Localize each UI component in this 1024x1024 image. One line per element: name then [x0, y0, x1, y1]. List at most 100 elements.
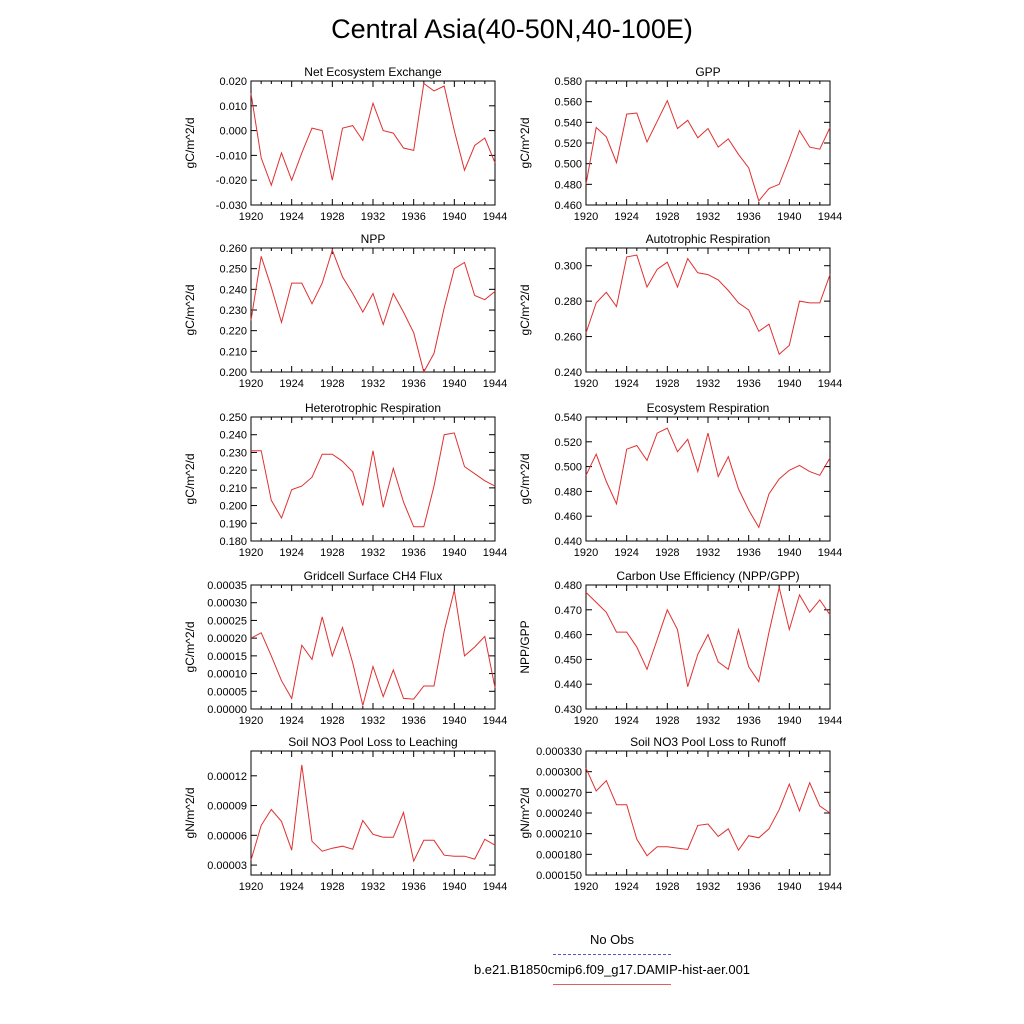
y-tick-label: 0.460 — [554, 630, 582, 642]
y-axis-label: gC/m^2/d — [518, 285, 532, 336]
y-tick-label: 0.00025 — [207, 615, 247, 627]
legend-obs-swatch — [553, 954, 671, 955]
panel-title: Heterotrophic Respiration — [305, 401, 441, 415]
x-tick-label: 1944 — [818, 211, 842, 223]
series-line — [585, 254, 831, 356]
y-tick-label: 0.260 — [554, 332, 582, 344]
x-tick-label: 1936 — [401, 881, 425, 893]
series-line — [250, 248, 496, 374]
x-tick-label: 1936 — [401, 211, 425, 223]
y-tick-label: 0.540 — [554, 412, 582, 424]
panel-4: Autotrophic Respiration gC/m^2/d 1920 1924 1… — [518, 232, 842, 390]
x-tick-label: 1944 — [483, 881, 507, 893]
panel-title: Soil NO3 Pool Loss to Leaching — [288, 735, 457, 749]
x-tick-label: 1920 — [574, 547, 598, 559]
y-tick-label: 0.020 — [219, 76, 247, 88]
y-tick-label: 0.210 — [219, 483, 247, 495]
x-tick-label: 1928 — [655, 211, 679, 223]
x-tick-label: 1940 — [777, 715, 801, 727]
panel-title: GPP — [695, 65, 720, 79]
y-tick-label: 0.280 — [554, 296, 582, 308]
x-tick-label: 1944 — [818, 715, 842, 727]
y-axis-label: gN/m^2/d — [518, 788, 532, 839]
y-tick-label: 0.00030 — [207, 598, 247, 610]
x-tick-label: 1932 — [361, 881, 385, 893]
x-tick-label: 1940 — [777, 881, 801, 893]
x-tick-label: 1940 — [442, 211, 466, 223]
x-tick-label: 1928 — [320, 881, 344, 893]
x-tick-label: 1920 — [574, 715, 598, 727]
x-tick-label: 1944 — [483, 547, 507, 559]
x-tick-label: 1920 — [239, 378, 263, 390]
y-tick-label: 0.000300 — [536, 767, 582, 779]
y-tick-label: 0.200 — [219, 367, 247, 379]
y-tick-label: 0.00006 — [207, 830, 247, 842]
y-tick-label: 0.000240 — [536, 808, 582, 820]
y-tick-label: 0.500 — [554, 462, 582, 474]
y-tick-label: 0.00020 — [207, 633, 247, 645]
panel-title: Ecosystem Respiration — [647, 401, 770, 415]
y-tick-label: 0.000 — [219, 126, 247, 138]
x-tick-label: 1924 — [279, 715, 303, 727]
legend-obs-label: No Obs — [589, 932, 635, 947]
x-tick-label: 1924 — [279, 547, 303, 559]
x-tick-label: 1944 — [818, 378, 842, 390]
y-axis-label: gC/m^2/d — [518, 118, 532, 169]
x-tick-label: 1928 — [655, 881, 679, 893]
y-tick-label: 0.010 — [219, 101, 247, 113]
series-line — [585, 587, 831, 687]
x-tick-label: 1932 — [696, 881, 720, 893]
x-tick-label: 1920 — [239, 881, 263, 893]
y-tick-label: 0.540 — [554, 117, 582, 129]
series-line — [250, 590, 496, 706]
y-tick-label: 0.230 — [219, 305, 247, 317]
x-tick-label: 1932 — [696, 547, 720, 559]
x-tick-label: 1944 — [483, 715, 507, 727]
plot-frame — [585, 247, 831, 373]
panel-title: Gridcell Surface CH4 Flux — [304, 569, 443, 583]
x-tick-label: 1928 — [320, 378, 344, 390]
y-tick-label: 0.480 — [554, 580, 582, 592]
y-axis-label: gC/m^2/d — [183, 118, 197, 169]
y-tick-label: 0.180 — [219, 536, 247, 548]
x-tick-label: 1936 — [736, 715, 760, 727]
series-line — [585, 99, 831, 202]
x-tick-label: 1924 — [279, 378, 303, 390]
x-tick-label: 1920 — [574, 211, 598, 223]
series-line — [250, 82, 496, 187]
x-tick-label: 1924 — [614, 378, 638, 390]
y-tick-label: 0.260 — [219, 243, 247, 255]
y-tick-label: -0.020 — [216, 175, 247, 187]
y-tick-label: 0.00012 — [207, 771, 247, 783]
panel-title: Carbon Use Efficiency (NPP/GPP) — [616, 569, 799, 583]
x-tick-label: 1940 — [442, 378, 466, 390]
y-tick-label: 0.520 — [554, 437, 582, 449]
x-tick-label: 1932 — [696, 378, 720, 390]
y-tick-label: 0.00015 — [207, 651, 247, 663]
y-tick-label: 0.440 — [554, 679, 582, 691]
x-tick-label: 1928 — [320, 547, 344, 559]
y-tick-label: 0.000180 — [536, 849, 582, 861]
x-tick-label: 1936 — [401, 378, 425, 390]
y-tick-label: 0.430 — [554, 704, 582, 716]
x-tick-label: 1944 — [818, 881, 842, 893]
series-line — [585, 427, 831, 529]
panel-9: Soil NO3 Pool Loss to Leaching gN/m^2/d 19… — [183, 735, 507, 893]
y-tick-label: 0.230 — [219, 447, 247, 459]
plot-frame — [250, 80, 496, 206]
x-tick-label: 1920 — [239, 715, 263, 727]
panel-5: Heterotrophic Respiration gC/m^2/d 1920 192… — [183, 401, 507, 559]
y-axis-label: gN/m^2/d — [183, 788, 197, 839]
y-tick-label: -0.030 — [216, 200, 247, 212]
x-tick-label: 1940 — [777, 378, 801, 390]
plot-frame — [585, 80, 831, 206]
x-tick-label: 1936 — [736, 211, 760, 223]
y-axis-label: NPP/GPP — [518, 620, 532, 673]
y-tick-label: -0.010 — [216, 150, 247, 162]
y-tick-label: 0.220 — [219, 465, 247, 477]
y-tick-label: 0.190 — [219, 518, 247, 530]
y-tick-label: 0.470 — [554, 605, 582, 617]
y-tick-label: 0.00005 — [207, 686, 247, 698]
panel-title: NPP — [361, 232, 386, 246]
